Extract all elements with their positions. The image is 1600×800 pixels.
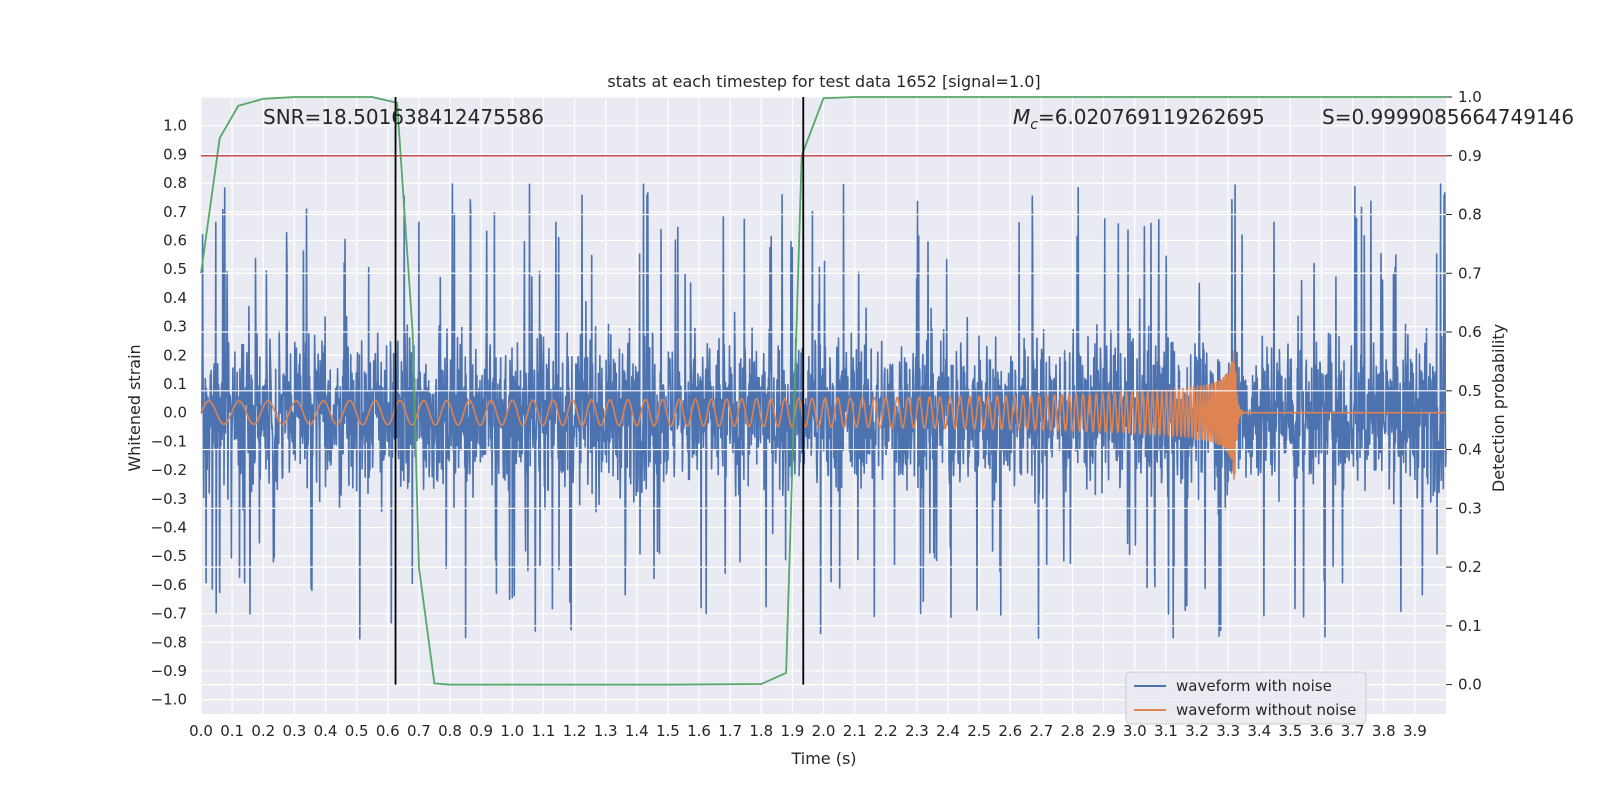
y-tick-label: 0.1 — [163, 375, 187, 393]
x-tick-label: 0.4 — [314, 722, 338, 740]
x-tick-label: 1.9 — [780, 722, 804, 740]
x-tick-label: 2.6 — [998, 722, 1022, 740]
y2-tick-label: 0.0 — [1458, 676, 1482, 694]
y-tick-label: −0.2 — [151, 461, 187, 479]
y-tick-label: 0.9 — [163, 145, 187, 163]
y2-tick-label: 0.3 — [1458, 499, 1482, 517]
legend: waveform with noise waveform without noi… — [1125, 671, 1367, 725]
x-tick-label: 1.7 — [718, 722, 742, 740]
x-tick-label: 2.1 — [843, 722, 867, 740]
y2-tick-label: 0.6 — [1458, 323, 1482, 341]
x-tick-label: 1.5 — [656, 722, 680, 740]
y-tick-label: 0.2 — [163, 346, 187, 364]
y-tick-label: 1.0 — [163, 117, 187, 135]
y-tick-label: 0.0 — [163, 404, 187, 422]
y2-tick-label: 0.9 — [1458, 147, 1482, 165]
y-tick-label: −0.9 — [151, 662, 187, 680]
chirp-mass-subscript: c — [1030, 117, 1038, 133]
y-tick-label: 0.8 — [163, 174, 187, 192]
x-tick-label: 3.6 — [1310, 722, 1334, 740]
y2-tick-label: 0.1 — [1458, 617, 1482, 635]
clean-waveform-line — [200, 350, 1446, 480]
series-detection-probability — [200, 96, 1446, 686]
x-tick-label: 3.1 — [1154, 722, 1178, 740]
y-tick-label: 0.7 — [163, 203, 187, 221]
y2-axis-label: Detection probability — [1489, 324, 1508, 492]
x-tick-label: 3.8 — [1372, 722, 1396, 740]
x-tick-label: 0.1 — [220, 722, 244, 740]
x-tick-label: 1.0 — [500, 722, 524, 740]
x-tick-label: 2.9 — [1092, 722, 1116, 740]
x-tick-label: 2.4 — [936, 722, 960, 740]
y-tick-label: −0.1 — [151, 432, 187, 450]
s-annotation: S=0.9999085664749146 — [1322, 105, 1574, 129]
y2-tick-label: 1.0 — [1458, 88, 1482, 106]
x-tick-label: 1.8 — [749, 722, 773, 740]
x-tick-label: 1.1 — [531, 722, 555, 740]
x-tick-label: 3.5 — [1278, 722, 1302, 740]
x-tick-label: 0.8 — [438, 722, 462, 740]
y-axis-label: Whitened strain — [125, 344, 144, 471]
y2-tick-label: 0.5 — [1458, 382, 1482, 400]
legend-box — [1125, 671, 1367, 725]
x-tick-label: 1.4 — [625, 722, 649, 740]
y-tick-label: 0.6 — [163, 231, 187, 249]
x-tick-label: 3.3 — [1216, 722, 1240, 740]
x-tick-label: 2.2 — [874, 722, 898, 740]
x-tick-label: 0.2 — [251, 722, 275, 740]
y2-tick-label: 0.4 — [1458, 441, 1482, 459]
y-tick-label: −0.3 — [151, 490, 187, 508]
y-tick-label: −0.7 — [151, 605, 187, 623]
probability-line — [200, 96, 1446, 686]
x-tick-label: 0.3 — [282, 722, 306, 740]
y-tick-label: 0.5 — [163, 260, 187, 278]
x-tick-label: 2.8 — [1061, 722, 1085, 740]
y-tick-label: −0.5 — [151, 547, 187, 565]
x-tick-label: 3.4 — [1247, 722, 1271, 740]
x-tick-label: 0.0 — [189, 722, 213, 740]
snr-annotation: SNR=18.501638412475586 — [263, 105, 544, 129]
legend-label-clean: waveform without noise — [1176, 701, 1356, 719]
x-tick-label: 2.5 — [967, 722, 991, 740]
x-tick-label: 3.7 — [1341, 722, 1365, 740]
chirp-mass-symbol: M — [1013, 105, 1030, 129]
x-tick-label: 0.9 — [469, 722, 493, 740]
x-tick-label: 3.9 — [1403, 722, 1427, 740]
y2-axis-ticks: 1.0 0.9 0.8 0.7 0.6 0.5 0.4 0.3 0.2 0.1 0.0 — [1446, 88, 1482, 694]
x-tick-label: 0.7 — [407, 722, 431, 740]
chirp-mass-annotation: Mc=6.020769119262695 — [1013, 105, 1265, 133]
y-tick-label: 0.3 — [163, 318, 187, 336]
y-tick-label: 0.4 — [163, 289, 187, 307]
chirp-mass-value: =6.020769119262695 — [1038, 105, 1265, 129]
y-tick-label: −1.0 — [151, 691, 187, 709]
x-tick-label: 0.5 — [345, 722, 369, 740]
y-axis-ticks: 1.0 0.9 0.8 0.7 0.6 0.5 0.4 0.3 0.2 0.1 0.0 −0.1 −0.… — [151, 117, 187, 709]
x-tick-label: 3.0 — [1123, 722, 1147, 740]
x-tick-label: 2.7 — [1029, 722, 1053, 740]
y-tick-label: −0.8 — [151, 633, 187, 651]
series-waveform-without-noise — [200, 350, 1446, 480]
x-tick-label: 1.2 — [563, 722, 587, 740]
x-tick-label: 1.6 — [687, 722, 711, 740]
y-tick-label: −0.4 — [151, 518, 187, 536]
y-tick-label: −0.6 — [151, 576, 187, 594]
x-tick-label: 2.0 — [812, 722, 836, 740]
y2-tick-label: 0.7 — [1458, 264, 1482, 282]
x-axis-ticks: 0.0 0.1 0.2 0.3 0.4 0.5 0.6 0.7 0.8 0.9 1.0 1.1 1.2 1… — [189, 722, 1427, 740]
x-tick-label: 1.3 — [594, 722, 618, 740]
y2-tick-label: 0.8 — [1458, 206, 1482, 224]
chart-title: stats at each timestep for test data 165… — [607, 72, 1040, 91]
y2-tick-label: 0.2 — [1458, 558, 1482, 576]
x-tick-label: 2.3 — [905, 722, 929, 740]
x-axis-label: Time (s) — [790, 749, 856, 768]
x-tick-label: 0.6 — [376, 722, 400, 740]
legend-label-noise: waveform with noise — [1176, 677, 1332, 695]
x-tick-label: 3.2 — [1185, 722, 1209, 740]
